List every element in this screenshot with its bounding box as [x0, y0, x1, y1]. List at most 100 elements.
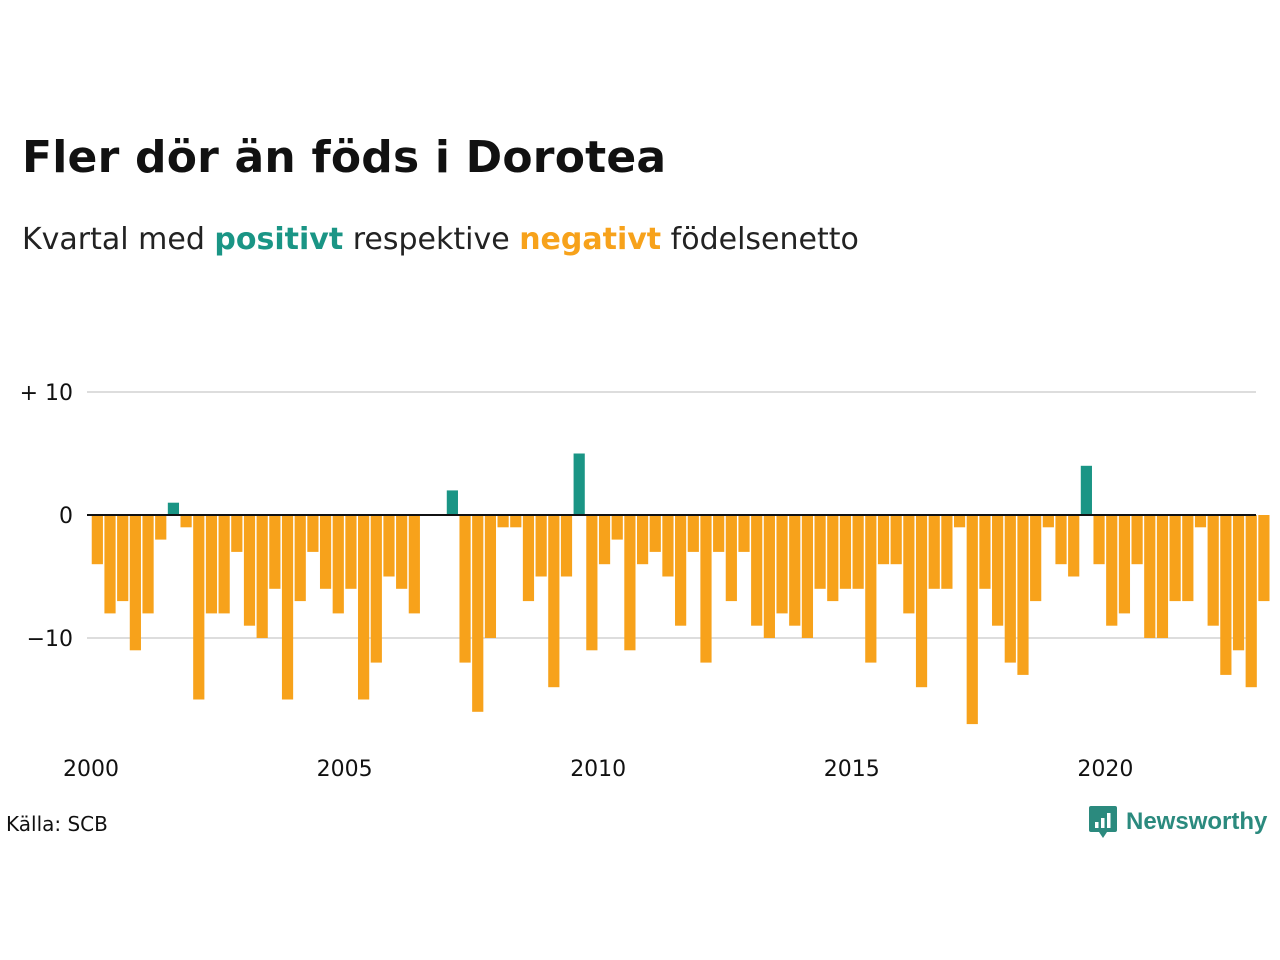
chart-subtitle: Kvartal med positivt respektive negativt…: [22, 222, 859, 257]
bar: [243, 515, 256, 626]
bar: [472, 515, 484, 712]
bar: [1004, 515, 1016, 663]
bar: [1156, 515, 1169, 638]
bar: [560, 515, 573, 577]
bar: [928, 515, 940, 589]
y-axis-ticks: + 10 0 −10: [20, 381, 73, 652]
newsworthy-logo-icon: [1089, 806, 1117, 838]
bar: [129, 515, 141, 651]
bar: [1030, 515, 1042, 602]
bar: [1258, 515, 1270, 602]
subtitle-negative-keyword: negativt: [519, 222, 662, 257]
bar: [510, 515, 522, 528]
bar: [1220, 515, 1232, 675]
bar: [294, 515, 306, 602]
bar: [231, 515, 243, 552]
y-tick-label: −10: [27, 627, 73, 652]
bar: [1017, 515, 1029, 675]
bar: [801, 515, 814, 638]
bar: [1131, 515, 1143, 565]
bars: [91, 453, 1270, 725]
bar: [1182, 515, 1194, 602]
bar: [218, 515, 230, 614]
chart-title: Fler dör än föds i Dorotea: [22, 132, 667, 183]
bar: [966, 515, 978, 725]
bar: [1042, 515, 1054, 528]
source-note: Källa: SCB: [6, 812, 108, 836]
bar: [319, 515, 332, 589]
bar: [256, 515, 268, 638]
bar: [713, 515, 725, 552]
bar: [865, 515, 877, 663]
subtitle-positive-keyword: positivt: [214, 222, 344, 257]
x-axis-ticks: 2000 2005 2010 2015 2020: [63, 757, 1133, 782]
bar: [852, 515, 864, 589]
x-tick-label: 2015: [824, 757, 880, 782]
subtitle-middle: respektive: [343, 222, 520, 257]
bar: [877, 515, 890, 565]
bar: [675, 515, 687, 626]
bar: [535, 515, 547, 577]
bar: [624, 515, 636, 651]
bar: [446, 490, 458, 515]
bar: [776, 515, 788, 614]
x-tick-label: 2020: [1077, 757, 1133, 782]
x-tick-label: 2010: [570, 757, 626, 782]
bar: [1080, 465, 1092, 515]
bar: [142, 515, 154, 614]
bar: [345, 515, 357, 589]
bar: [953, 515, 966, 528]
bar: [193, 515, 205, 700]
bar: [180, 515, 192, 528]
subtitle-prefix: Kvartal med: [22, 222, 215, 257]
bar: [548, 515, 560, 688]
y-tick-label: 0: [59, 504, 73, 529]
x-tick-label: 2000: [63, 757, 119, 782]
bar: [497, 515, 509, 528]
bar: [662, 515, 674, 577]
bar: [941, 515, 953, 589]
bar: [751, 515, 763, 626]
bar: [1144, 515, 1156, 638]
bar: [700, 515, 712, 663]
subtitle-suffix: födelsenetto: [661, 222, 859, 257]
bar: [738, 515, 750, 552]
bar: [992, 515, 1004, 626]
bar: [91, 515, 103, 565]
y-tick-label: + 10: [20, 381, 73, 406]
bar: [484, 515, 497, 638]
bar: [104, 515, 116, 614]
bar: [383, 515, 395, 577]
bar: [370, 515, 382, 663]
bar: [763, 515, 775, 638]
bar: [1194, 515, 1207, 528]
bar: [636, 515, 649, 565]
bar: [307, 515, 319, 552]
bar: [269, 515, 281, 589]
bar: [205, 515, 218, 614]
bar: [1232, 515, 1245, 651]
bar: [814, 515, 826, 589]
bar: [396, 515, 408, 589]
bar: [1118, 515, 1131, 614]
newsworthy-brand-name: Newsworthy: [1126, 808, 1268, 835]
bar: [1055, 515, 1067, 565]
bar: [332, 515, 344, 614]
bar: [358, 515, 370, 700]
bar: [915, 515, 928, 688]
bar: [155, 515, 167, 540]
bar: [903, 515, 915, 614]
bar: [979, 515, 991, 589]
gridlines: [87, 391, 1256, 639]
bar: [459, 515, 471, 663]
newsworthy-logo: Newsworthy: [1088, 804, 1267, 840]
bar: [1169, 515, 1181, 602]
bar: [408, 515, 420, 614]
bar: [117, 515, 129, 602]
x-tick-label: 2005: [317, 757, 373, 782]
bar: [890, 515, 902, 565]
bar: [1106, 515, 1118, 626]
bar: [1245, 515, 1257, 688]
bar: [281, 515, 294, 700]
bar: [1093, 515, 1105, 565]
